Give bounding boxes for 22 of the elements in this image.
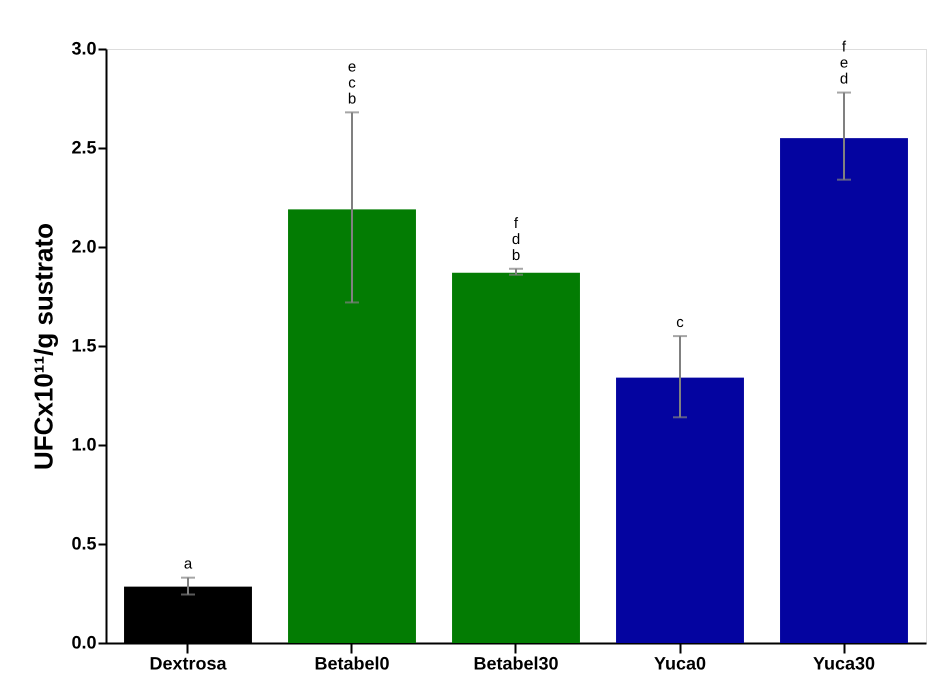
y-tick-label: 2.0	[71, 236, 96, 256]
x-tick-label: Betabel30	[473, 654, 559, 674]
annotation: a	[184, 556, 193, 573]
y-tick-label: 0.0	[71, 632, 96, 652]
x-tick-label: Yuca0	[654, 654, 706, 674]
x-tick-label: Yuca30	[812, 654, 876, 674]
y-tick-label: 1.0	[71, 434, 96, 454]
text: f e d	[840, 38, 848, 88]
x-tick-label: Betabel0	[314, 654, 390, 674]
x-tick-label: Dextrosa	[149, 654, 228, 674]
y-tick-label: 0.5	[71, 534, 96, 554]
text: e c b	[348, 58, 356, 108]
bar	[452, 272, 580, 643]
y-axis-title: UFCx10¹¹/g sustrato	[28, 222, 58, 470]
bar	[288, 209, 416, 643]
bar	[780, 138, 908, 643]
y-tick-label: 1.5	[71, 336, 96, 356]
y-tick-label: 2.5	[71, 138, 96, 158]
bar	[616, 378, 744, 643]
text: f d b	[512, 214, 520, 264]
annotation: c	[676, 314, 684, 332]
y-tick-label: 3.0	[71, 38, 96, 58]
